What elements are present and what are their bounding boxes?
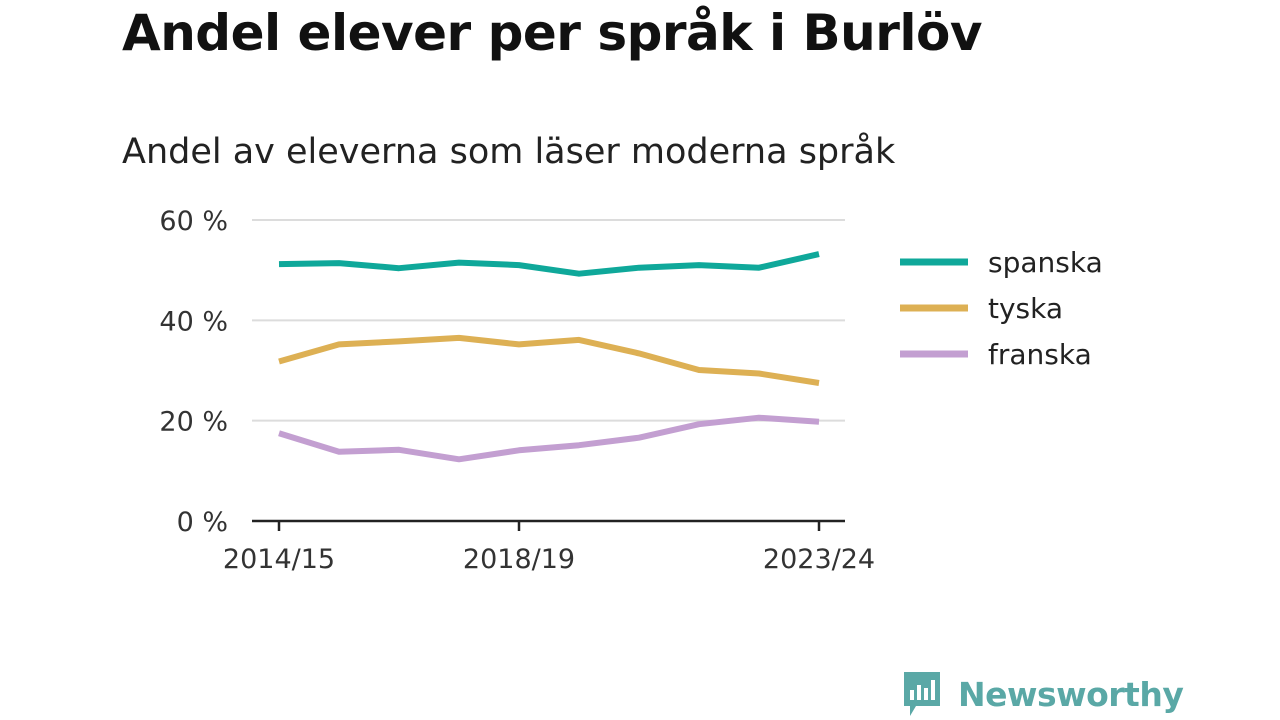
brand-logo: Newsworthy [900, 668, 1184, 720]
legend-label-spanska: spanska [988, 246, 1103, 279]
y-tick-label: 20 % [159, 407, 228, 438]
chart-title: Andel elever per språk i Burlöv [122, 4, 982, 62]
series-line-franska [278, 414, 820, 463]
y-tick-label: 0 % [177, 507, 228, 538]
x-tick-label: 2023/24 [763, 544, 875, 575]
brand-name: Newsworthy [958, 674, 1184, 714]
x-tick-label: 2014/15 [223, 544, 335, 575]
series-line-spanska [278, 251, 820, 277]
legend-label-franska: franska [988, 338, 1092, 371]
chart-subtitle: Andel av eleverna som läser moderna språ… [122, 132, 896, 172]
series-line-tyska [278, 334, 820, 386]
x-tick-label: 2018/19 [463, 544, 575, 575]
legend-label-tyska: tyska [988, 292, 1063, 325]
newsworthy-logo-icon [904, 672, 940, 716]
y-tick-label: 40 % [159, 306, 228, 337]
y-tick-label: 60 % [159, 206, 228, 237]
